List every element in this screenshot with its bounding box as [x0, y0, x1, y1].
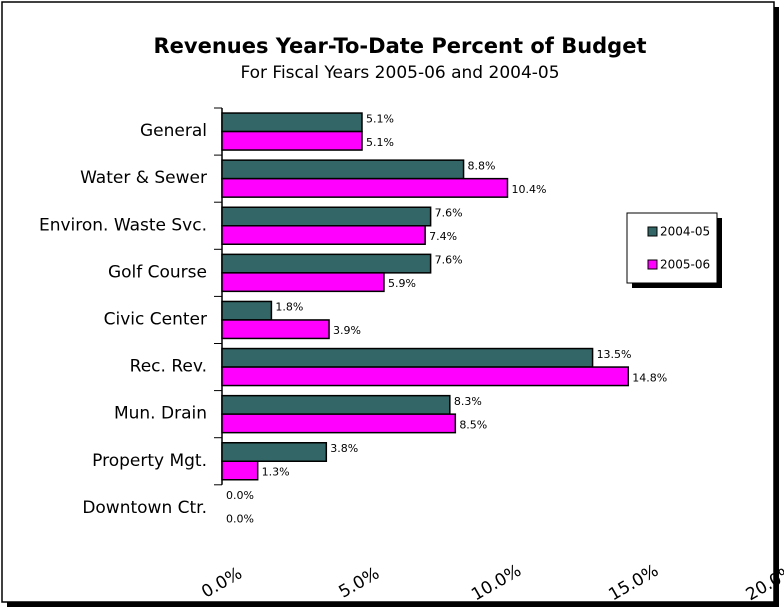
- legend-label: 2004-05: [660, 225, 710, 239]
- bar: [221, 225, 426, 245]
- value-label: 1.3%: [262, 466, 290, 479]
- category-label: Downtown Ctr.: [82, 498, 207, 518]
- value-label: 1.8%: [275, 301, 303, 314]
- bar: [221, 272, 385, 293]
- value-label: 3.8%: [330, 442, 358, 455]
- category-label: Rec. Rev.: [130, 357, 207, 377]
- value-label: 8.5%: [459, 418, 487, 431]
- value-label: 8.8%: [468, 159, 496, 172]
- value-label: 0.0%: [226, 489, 254, 502]
- legend-swatch: [647, 226, 658, 237]
- bar: [221, 253, 432, 274]
- legend-swatch: [647, 259, 658, 270]
- bar: [221, 177, 509, 198]
- category-label: Environ. Waste Svc.: [39, 215, 207, 235]
- bar: [221, 159, 465, 180]
- category-label: Property Mgt.: [92, 451, 207, 471]
- value-label: 0.0%: [226, 513, 254, 526]
- category-label: Mun. Drain: [114, 404, 207, 424]
- legend-label: 2005-06: [660, 258, 710, 272]
- bar: [221, 300, 273, 321]
- bar: [221, 394, 451, 415]
- bar: [221, 206, 432, 227]
- category-label: Water & Sewer: [80, 168, 207, 188]
- value-label: 7.4%: [429, 230, 457, 243]
- value-label: 5.1%: [366, 112, 394, 125]
- value-label: 7.6%: [435, 254, 463, 267]
- value-label: 3.9%: [333, 324, 361, 337]
- bar: [221, 460, 259, 481]
- value-label: 8.3%: [454, 395, 482, 408]
- bar: [221, 347, 594, 368]
- chart-title: Revenues Year-To-Date Percent of Budget: [153, 34, 646, 58]
- value-label: 10.4%: [511, 183, 546, 196]
- value-label: 13.5%: [597, 348, 632, 361]
- bar: [221, 413, 457, 434]
- bar: [221, 130, 363, 151]
- value-label: 7.6%: [435, 207, 463, 220]
- category-label: Civic Center: [104, 309, 207, 329]
- bar: [221, 112, 363, 133]
- legend: [626, 212, 718, 284]
- bar: [221, 442, 328, 462]
- value-label: 5.9%: [388, 277, 416, 290]
- bar: [221, 366, 630, 387]
- bar: [221, 319, 330, 340]
- value-label: 14.8%: [632, 371, 667, 384]
- category-label: General: [140, 121, 207, 141]
- category-label: Golf Course: [108, 262, 207, 282]
- frame: [1, 1, 775, 603]
- value-label: 5.1%: [366, 136, 394, 149]
- chart-subtitle: For Fiscal Years 2005-06 and 2004-05: [240, 63, 559, 83]
